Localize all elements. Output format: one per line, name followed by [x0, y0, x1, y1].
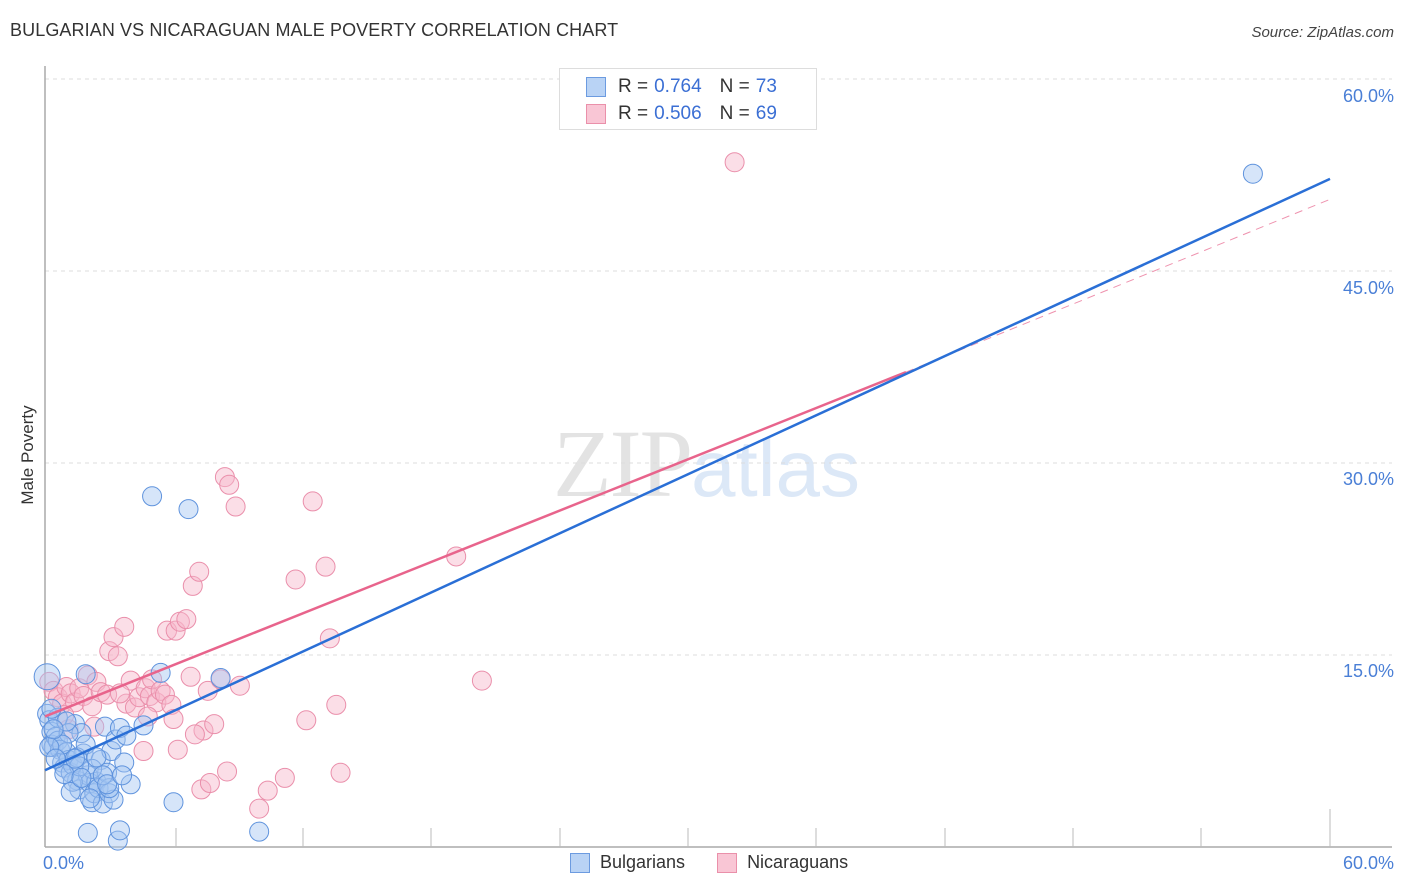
data-point-nicaraguans: [204, 714, 225, 735]
data-point-nicaraguans: [225, 496, 246, 517]
legend-row-nicaraguans: R = 0.506 N = 69: [586, 102, 777, 126]
legend-item-bulgarians[interactable]: Bulgarians: [570, 852, 685, 873]
bulgarians-swatch: [570, 852, 590, 873]
data-point-nicaraguans: [217, 761, 238, 782]
y-tick-15: 15.0%: [1342, 661, 1394, 681]
source-label: Source: ZipAtlas.com: [1251, 24, 1394, 41]
r-label: R =: [618, 76, 649, 97]
data-point-bulgarians: [56, 711, 77, 732]
data-point-bulgarians: [178, 499, 199, 520]
data-point-nicaraguans: [229, 675, 250, 696]
data-point-bulgarians: [43, 719, 64, 740]
data-point-bulgarians: [107, 830, 128, 851]
data-point-nicaraguans: [84, 716, 105, 737]
bulgarians-trend-line: [44, 177, 1331, 772]
nicaraguans-trend-line: [44, 370, 907, 718]
x-tick-0: 0.0%: [43, 853, 85, 873]
legend-item-nicaraguans[interactable]: Nicaraguans: [717, 852, 848, 873]
watermark-atlas: atlas: [691, 424, 860, 513]
data-point-nicaraguans: [180, 666, 201, 687]
axes: [44, 66, 1392, 848]
data-point-nicaraguans: [114, 616, 135, 637]
legend-label: Nicaraguans: [747, 852, 849, 872]
data-point-bulgarians: [103, 789, 124, 810]
data-point-nicaraguans: [154, 684, 175, 705]
n-label: N =: [719, 76, 750, 97]
n-label: N =: [719, 103, 750, 124]
data-point-nicaraguans: [249, 798, 270, 819]
data-point-bulgarians: [163, 792, 184, 813]
data-point-bulgarians: [1242, 163, 1263, 184]
data-point-nicaraguans: [133, 741, 154, 761]
data-point-bulgarians: [94, 716, 115, 737]
legend-row-bulgarians: R = 0.764 N = 73: [586, 75, 777, 99]
data-point-bulgarians: [71, 767, 92, 788]
bulgarians-swatch: [586, 77, 606, 97]
data-point-nicaraguans: [296, 710, 317, 731]
gridlines: [45, 78, 1392, 656]
data-point-nicaraguans: [189, 561, 210, 582]
y-tick-60: 60.0%: [1342, 86, 1394, 106]
data-point-bulgarians: [101, 741, 122, 761]
data-point-nicaraguans: [167, 739, 188, 760]
data-point-nicaraguans: [184, 724, 205, 745]
y-axis-label: Male Poverty: [18, 405, 37, 505]
nicaraguans-points: [39, 152, 745, 819]
nicaraguans-swatch: [586, 104, 606, 124]
legend-label: Bulgarians: [600, 852, 686, 872]
data-point-bulgarians: [142, 486, 163, 507]
data-point-bulgarians: [79, 788, 100, 809]
data-point-nicaraguans: [326, 694, 347, 715]
r-label: R =: [618, 103, 649, 124]
data-point-nicaraguans: [724, 152, 745, 173]
r-value: 0.764: [654, 76, 702, 97]
n-value: 69: [755, 103, 777, 124]
data-point-nicaraguans: [219, 474, 240, 495]
data-point-bulgarians: [54, 764, 75, 785]
data-point-nicaraguans: [302, 491, 323, 512]
data-point-nicaraguans: [103, 627, 124, 648]
data-point-nicaraguans: [274, 767, 295, 788]
data-point-nicaraguans: [176, 609, 197, 630]
data-point-bulgarians: [109, 820, 130, 841]
data-point-bulgarians: [97, 774, 118, 795]
data-point-bulgarians: [112, 765, 133, 786]
x-tick-60: 60.0%: [1342, 853, 1394, 873]
data-point-nicaraguans: [285, 569, 306, 590]
y-tick-45: 45.0%: [1342, 278, 1394, 298]
trend-lines: [44, 177, 1331, 772]
bulgarians-points: [33, 163, 1263, 851]
n-value: 73: [755, 76, 777, 97]
data-point-nicaraguans: [86, 671, 107, 692]
data-point-nicaraguans: [107, 646, 128, 667]
data-point-bulgarians: [92, 793, 113, 814]
data-point-nicaraguans: [315, 556, 336, 577]
nicaraguans-trend-extension: [905, 198, 1331, 373]
data-point-bulgarians: [60, 781, 81, 802]
correlation-legend: R = 0.764 N = 73 R = 0.506 N = 69: [559, 68, 817, 130]
data-point-bulgarians: [114, 752, 135, 773]
data-point-nicaraguans: [330, 762, 351, 783]
series-legend: Bulgarians Nicaraguans: [570, 852, 880, 873]
data-point-nicaraguans: [199, 773, 220, 793]
data-point-bulgarians: [210, 668, 231, 689]
nicaraguans-swatch: [717, 852, 738, 873]
data-point-bulgarians: [33, 663, 61, 691]
data-point-nicaraguans: [471, 670, 492, 691]
data-point-bulgarians: [75, 664, 96, 685]
y-tick-30: 30.0%: [1342, 469, 1394, 489]
data-point-bulgarians: [77, 822, 98, 843]
data-point-bulgarians: [99, 778, 120, 799]
data-point-nicaraguans: [257, 780, 278, 801]
data-point-bulgarians: [249, 821, 270, 842]
chart-title: BULGARIAN VS NICARAGUAN MALE POVERTY COR…: [10, 20, 619, 40]
r-value: 0.506: [654, 103, 702, 124]
